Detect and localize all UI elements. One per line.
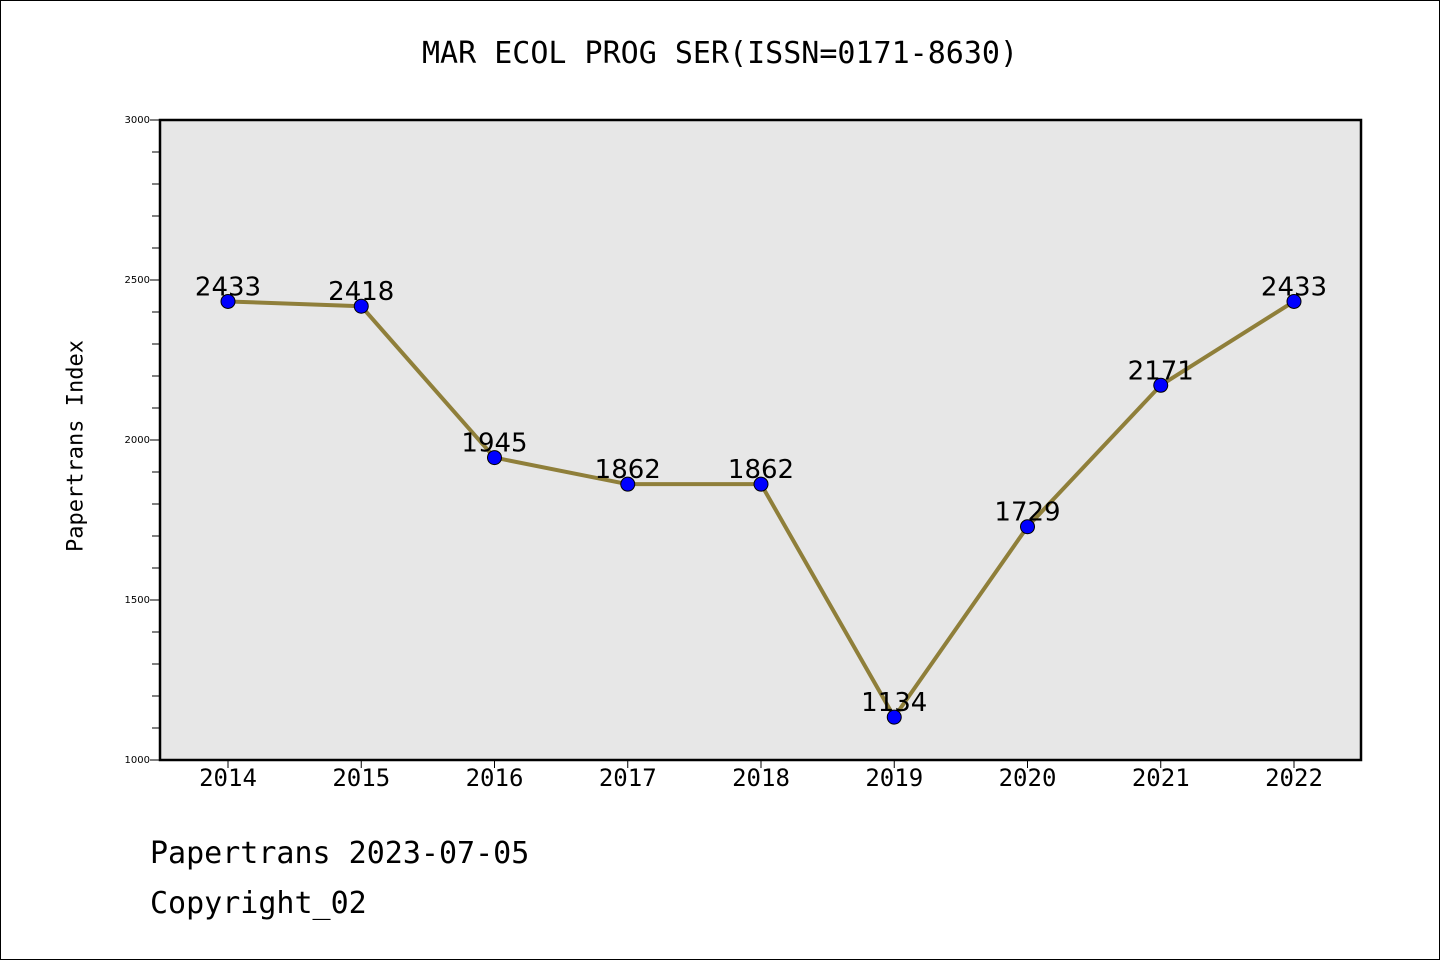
x-tick-label: 2017 xyxy=(599,764,657,792)
x-tick-label: 2016 xyxy=(466,764,524,792)
x-tick-label: 2019 xyxy=(865,764,923,792)
y-tick-label: 2000 xyxy=(125,435,150,446)
data-label: 2433 xyxy=(195,272,261,302)
data-point xyxy=(220,293,236,309)
y-tick-label: 2500 xyxy=(125,275,150,286)
x-tick-label: 2014 xyxy=(199,764,257,792)
data-point xyxy=(487,450,502,466)
data-label: 2171 xyxy=(1128,356,1194,386)
data-label: 2433 xyxy=(1261,272,1327,302)
data-label: 1729 xyxy=(994,498,1060,528)
plot-border xyxy=(158,118,1363,762)
data-label: 1945 xyxy=(461,429,527,459)
data-point xyxy=(620,476,636,492)
y-tick-label: 1500 xyxy=(125,595,150,606)
footer-date: Papertrans 2023-07-05 xyxy=(150,836,530,871)
x-tick-label: 2021 xyxy=(1132,764,1190,792)
footer-copyright: Copyright_02 xyxy=(150,886,367,921)
data-label: 1134 xyxy=(861,688,927,718)
x-tick-label: 2020 xyxy=(999,764,1057,792)
x-tick-label: 2015 xyxy=(332,764,390,792)
data-label: 1862 xyxy=(595,455,661,485)
data-point xyxy=(886,709,902,725)
plot-area xyxy=(160,120,1361,760)
x-tick-label: 2022 xyxy=(1265,764,1323,792)
x-tick-label: 2018 xyxy=(732,764,790,792)
y-tick-label: 1000 xyxy=(125,755,150,766)
data-point xyxy=(753,476,769,492)
data-label: 2418 xyxy=(328,277,394,307)
chart-title: MAR ECOL PROG SER(ISSN=0171-8630) xyxy=(421,36,1019,71)
data-label: 1862 xyxy=(728,455,794,485)
data-point xyxy=(1020,519,1035,535)
y-tick-label: 3000 xyxy=(125,115,150,126)
data-point xyxy=(353,298,369,314)
data-point xyxy=(1153,377,1169,393)
data-point xyxy=(1286,293,1302,309)
